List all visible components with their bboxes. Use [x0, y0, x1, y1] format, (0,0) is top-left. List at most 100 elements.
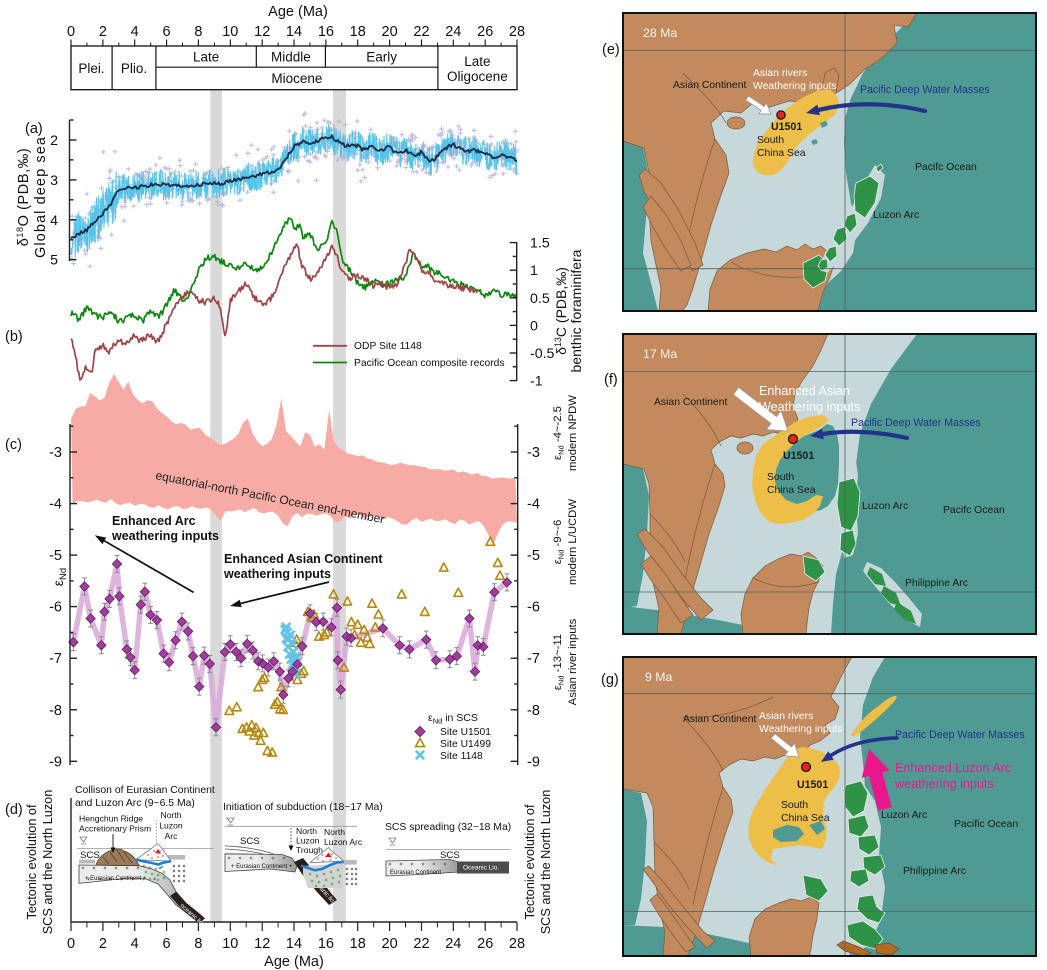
- svg-text:Site U1501: Site U1501: [440, 727, 491, 738]
- svg-text:Late: Late: [464, 54, 490, 69]
- svg-text:Tectonic evolution of: Tectonic evolution of: [25, 804, 39, 919]
- svg-text:17 Ma: 17 Ma: [643, 347, 677, 361]
- svg-text:Luzon Arc: Luzon Arc: [862, 501, 908, 512]
- svg-text:Asian Continent: Asian Continent: [673, 80, 746, 91]
- svg-text:Pacific Deep Water Masses: Pacific Deep Water Masses: [895, 729, 1025, 741]
- svg-text:16: 16: [318, 936, 334, 952]
- svg-text:24: 24: [445, 936, 461, 952]
- svg-text:Weathering inputs: Weathering inputs: [753, 81, 837, 92]
- svg-text:Plei.: Plei.: [78, 61, 104, 76]
- svg-text:U1501: U1501: [797, 779, 828, 791]
- svg-text:Asian Continent: Asian Continent: [683, 714, 756, 725]
- svg-text:Pacific Deep Water Masses: Pacific Deep Water Masses: [851, 417, 981, 429]
- svg-text:weathering inputs: weathering inputs: [894, 777, 994, 791]
- svg-text:1: 1: [530, 263, 538, 279]
- svg-text:Pacifc Ocean: Pacifc Ocean: [943, 505, 1005, 516]
- svg-text:Global deep sea: Global deep sea: [33, 136, 49, 258]
- svg-text:+ Eurasian Continent +: + Eurasian Continent +: [85, 876, 147, 882]
- svg-text:-9: -9: [49, 754, 62, 770]
- svg-text:Pacific Ocean: Pacific Ocean: [954, 819, 1018, 830]
- svg-text:and Luzon Arc (9~6.5 Ma): and Luzon Arc (9~6.5 Ma): [75, 798, 195, 809]
- svg-text:North: North: [296, 826, 317, 836]
- svg-text:(b): (b): [5, 329, 23, 345]
- svg-text:5: 5: [50, 253, 58, 269]
- svg-text:δ13C (PDB,‰): δ13C (PDB,‰): [553, 267, 569, 355]
- svg-text:-7: -7: [527, 651, 540, 667]
- svg-text:-3: -3: [527, 445, 540, 461]
- svg-text:18: 18: [350, 936, 366, 952]
- svg-text:3: 3: [50, 173, 58, 189]
- svg-text:Accretionary Prism: Accretionary Prism: [79, 824, 151, 834]
- svg-text:benthic foraminifera: benthic foraminifera: [568, 249, 584, 372]
- svg-text:20: 20: [382, 936, 398, 952]
- svg-text:SCS and the North Luzon: SCS and the North Luzon: [41, 790, 55, 935]
- svg-text:εNd -13~-11: εNd -13~-11: [552, 634, 566, 690]
- svg-text:2: 2: [50, 133, 58, 149]
- svg-text:ODP Site 1148: ODP Site 1148: [354, 341, 422, 352]
- svg-text:China Sea: China Sea: [781, 813, 830, 824]
- svg-text:6: 6: [163, 936, 171, 952]
- svg-text:Site 1148: Site 1148: [440, 751, 483, 762]
- svg-text:-4: -4: [49, 497, 62, 513]
- svg-text:20: 20: [382, 24, 398, 40]
- svg-text:0: 0: [67, 936, 75, 952]
- svg-text:Weathering inputs: Weathering inputs: [759, 400, 860, 414]
- svg-text:Collison of Eurasian Continent: Collison of Eurasian Continent: [75, 785, 215, 796]
- svg-text:Middle: Middle: [271, 50, 311, 65]
- svg-text:SCS and the North Luzon: SCS and the North Luzon: [539, 790, 553, 935]
- svg-text:2: 2: [99, 24, 107, 40]
- svg-text:Philippine Arc: Philippine Arc: [903, 866, 966, 877]
- svg-text:(c): (c): [5, 437, 22, 453]
- svg-text:-6: -6: [527, 600, 540, 616]
- svg-text:-6: -6: [49, 600, 62, 616]
- svg-text:14: 14: [286, 24, 302, 40]
- svg-text:Weathering inputs: Weathering inputs: [759, 724, 843, 735]
- svg-text:10: 10: [222, 936, 238, 952]
- svg-text:Hengchun Ridge: Hengchun Ridge: [79, 814, 143, 824]
- svg-text:22: 22: [413, 24, 429, 40]
- svg-text:Luzon: Luzon: [296, 836, 320, 846]
- svg-text:U1501: U1501: [771, 121, 802, 133]
- svg-text:0.5: 0.5: [530, 291, 550, 307]
- svg-text:2: 2: [99, 936, 107, 952]
- svg-text:Age (Ma): Age (Ma): [264, 954, 324, 970]
- svg-text:4: 4: [131, 936, 139, 952]
- svg-text:0: 0: [530, 318, 538, 334]
- svg-text:9 Ma: 9 Ma: [645, 670, 672, 684]
- svg-text:Age (Ma): Age (Ma): [268, 4, 328, 20]
- svg-text:28: 28: [509, 24, 525, 40]
- svg-text:14: 14: [286, 936, 302, 952]
- svg-text:(f): (f): [604, 372, 618, 388]
- svg-text:22: 22: [413, 936, 429, 952]
- svg-text:12: 12: [254, 936, 270, 952]
- svg-text:North: North: [324, 827, 345, 837]
- svg-text:Arc: Arc: [165, 831, 179, 841]
- svg-text:Luzon: Luzon: [159, 821, 183, 831]
- svg-text:4: 4: [50, 213, 58, 229]
- svg-text:-4: -4: [527, 497, 540, 513]
- svg-text:-8: -8: [527, 703, 540, 719]
- svg-text:26: 26: [477, 24, 493, 40]
- svg-text:Pacifc Ocean: Pacifc Ocean: [915, 162, 977, 173]
- svg-text:28 Ma: 28 Ma: [643, 26, 677, 40]
- svg-text:12: 12: [254, 24, 270, 40]
- svg-text:(e): (e): [602, 42, 620, 58]
- svg-text:weathering inputs: weathering inputs: [223, 567, 331, 581]
- svg-text:δ18O (PDB,‰): δ18O (PDB,‰): [15, 148, 32, 247]
- svg-text:SCS: SCS: [80, 850, 100, 861]
- svg-text:Plio.: Plio.: [121, 61, 147, 76]
- svg-text:10: 10: [222, 24, 238, 40]
- svg-text:4: 4: [131, 24, 139, 40]
- svg-text:Early: Early: [366, 50, 397, 65]
- svg-text:Asian river inputs: Asian river inputs: [567, 618, 579, 705]
- svg-text:(g): (g): [601, 672, 619, 688]
- svg-text:Luzon Arc: Luzon Arc: [881, 810, 927, 821]
- svg-text:(d): (d): [5, 802, 23, 818]
- svg-text:Luzon Arc: Luzon Arc: [873, 210, 919, 221]
- svg-text:North: North: [160, 810, 181, 820]
- svg-text:South: South: [757, 135, 784, 146]
- svg-text:1.5: 1.5: [530, 236, 550, 252]
- svg-text:18: 18: [350, 24, 366, 40]
- svg-text:(a): (a): [25, 121, 43, 137]
- svg-text:-5: -5: [49, 548, 62, 564]
